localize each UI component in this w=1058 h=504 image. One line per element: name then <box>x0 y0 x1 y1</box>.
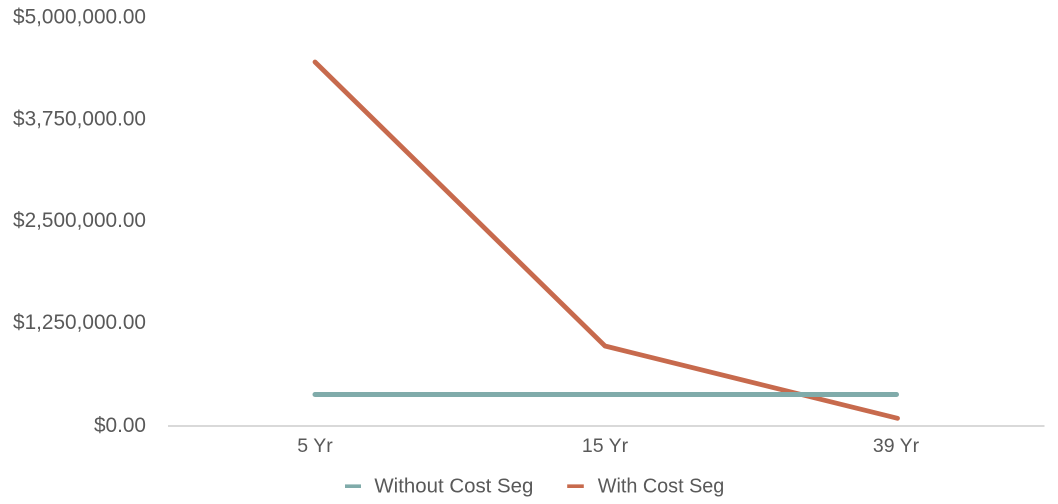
svg-text:$5,000,000.00: $5,000,000.00 <box>13 6 146 29</box>
svg-text:5 Yr: 5 Yr <box>297 435 333 457</box>
svg-text:Without Cost Seg: Without Cost Seg <box>374 475 533 497</box>
svg-text:$0.00: $0.00 <box>94 414 146 437</box>
svg-text:15 Yr: 15 Yr <box>582 435 629 457</box>
svg-text:39 Yr: 39 Yr <box>873 435 920 457</box>
svg-text:With Cost Seg: With Cost Seg <box>598 475 725 497</box>
svg-text:$3,750,000.00: $3,750,000.00 <box>13 107 146 130</box>
svg-text:$2,500,000.00: $2,500,000.00 <box>13 209 146 232</box>
svg-text:$1,250,000.00: $1,250,000.00 <box>13 311 146 334</box>
